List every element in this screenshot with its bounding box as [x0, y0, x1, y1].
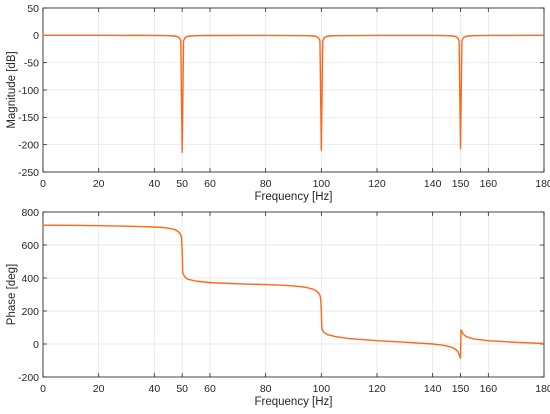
magnitude-y-tick-label: -250 — [18, 167, 39, 179]
phase-x-tick-label: 40 — [148, 383, 160, 395]
phase-x-tick-label: 0 — [40, 383, 46, 395]
phase-axes-box — [42, 211, 545, 378]
phase-x-axis-label: Frequency [Hz] — [255, 396, 333, 408]
magnitude-y-tick-label: 0 — [33, 30, 39, 42]
phase-x-tick-label: 80 — [260, 383, 272, 395]
phase-x-tick-label: 60 — [204, 383, 216, 395]
magnitude-x-tick-label: 140 — [424, 178, 442, 190]
magnitude-x-tick-label: 120 — [368, 178, 386, 190]
magnitude-x-tick-label: 0 — [40, 178, 46, 190]
magnitude-x-axis-label: Frequency [Hz] — [255, 191, 333, 203]
magnitude-plot: 0 20 40 50 60 80 100 120 140 150 160 180 50 0 -50 -100 -… — [6, 3, 550, 203]
magnitude-y-tick-label: 50 — [27, 3, 39, 15]
magnitude-x-tick-label: 60 — [204, 178, 216, 190]
phase-x-tick-label: 180 — [535, 383, 550, 395]
magnitude-x-tick-label: 40 — [148, 178, 160, 190]
magnitude-x-tick-label: 50 — [176, 178, 188, 190]
phase-y-tick-label: 0 — [33, 339, 39, 351]
magnitude-y-tick-label: -150 — [18, 112, 39, 124]
magnitude-x-tick-label: 20 — [93, 178, 105, 190]
phase-x-tick-label: 100 — [313, 383, 331, 395]
phase-x-tick-label: 160 — [480, 383, 498, 395]
phase-series-line-0 — [42, 224, 545, 359]
phase-x-tick-label: 20 — [93, 383, 105, 395]
phase-x-tick-label: 140 — [424, 383, 442, 395]
magnitude-y-tick-label: -200 — [18, 139, 39, 151]
phase-y-axis-label: Phase [deg] — [6, 264, 18, 325]
phase-y-tick-label: -200 — [18, 372, 39, 384]
phase-plot: 0 20 40 50 60 80 100 120 140 150 160 180 800 600 400 20… — [6, 207, 550, 408]
magnitude-x-tick-label: 80 — [260, 178, 272, 190]
phase-x-tick-label: 120 — [368, 383, 386, 395]
magnitude-x-tick-label: 100 — [313, 178, 331, 190]
magnitude-y-tick-label: -100 — [18, 85, 39, 97]
magnitude-y-tick-label: -50 — [24, 57, 39, 69]
phase-x-tick-label: 50 — [176, 383, 188, 395]
magnitude-series-line-0 — [43, 34, 545, 154]
phase-y-tick-label: 600 — [21, 240, 39, 252]
phase-axes-frame — [42, 211, 545, 378]
magnitude-x-tick-label: 160 — [480, 178, 498, 190]
phase-y-tick-label: 200 — [21, 306, 39, 318]
magnitude-x-tick-label: 180 — [535, 178, 550, 190]
phase-x-tick-label: 150 — [452, 383, 470, 395]
magnitude-x-tick-label: 150 — [452, 178, 470, 190]
magnitude-y-axis-label: Magnitude [dB] — [6, 51, 18, 128]
phase-y-tick-label: 400 — [21, 273, 39, 285]
phase-y-tick-label: 800 — [21, 207, 39, 219]
